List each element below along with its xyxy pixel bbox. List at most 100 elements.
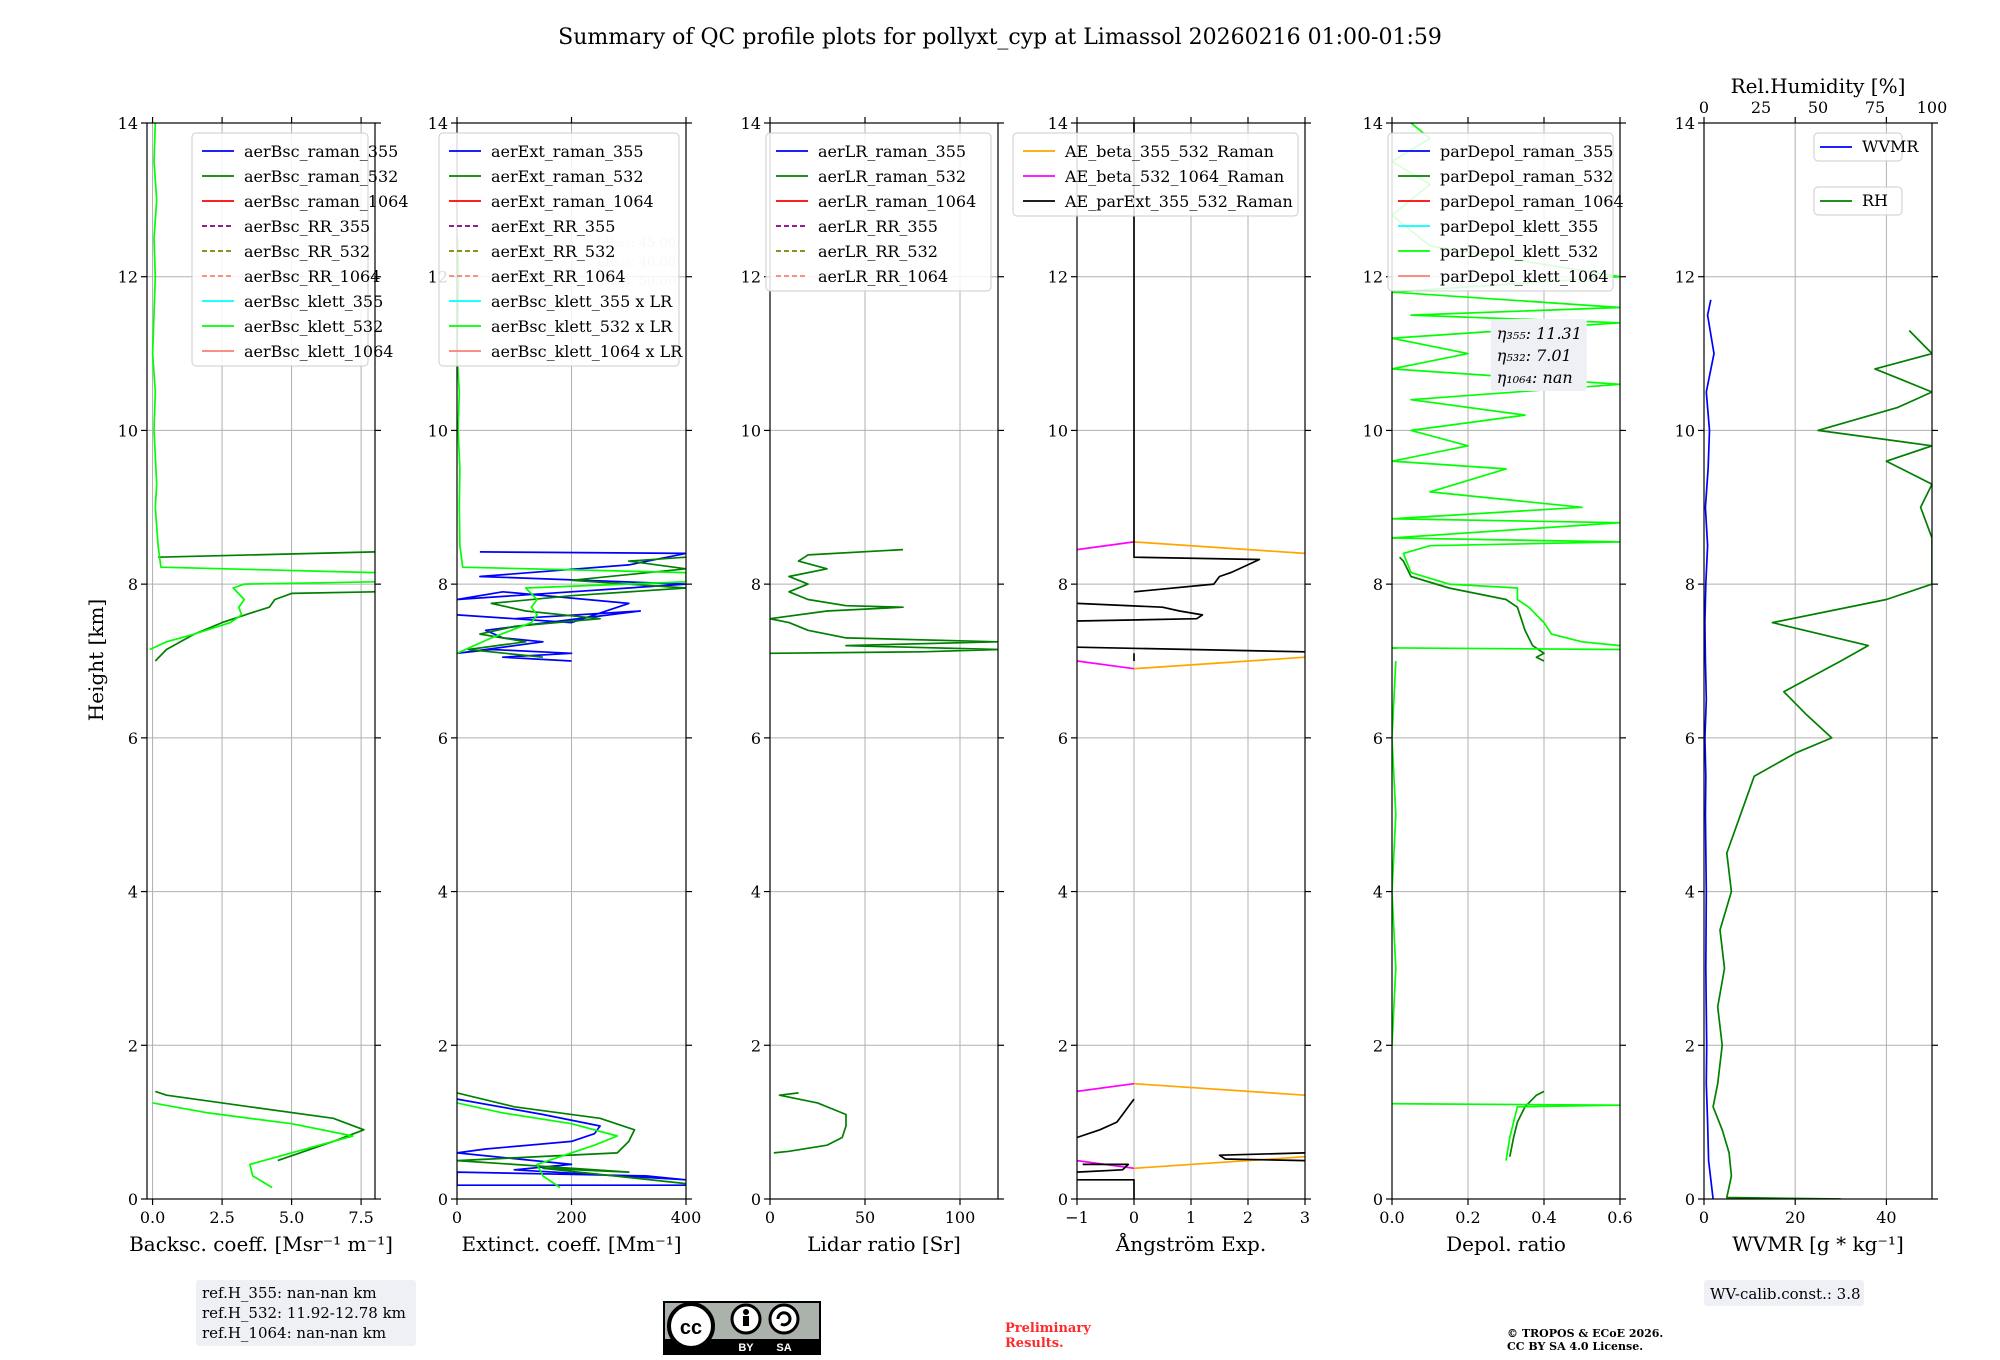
legend-label: parDepol_klett_532	[1440, 242, 1598, 261]
y-tick-label: 6	[1685, 729, 1695, 748]
y-tick-label: 8	[751, 575, 761, 594]
top-x-tick-label: 100	[1917, 98, 1948, 117]
series-RH	[1712, 329, 1932, 1199]
x-axis-label: Extinct. coeff. [Mm⁻¹]	[461, 1232, 681, 1256]
legend-label: aerBsc_klett_1064	[244, 342, 393, 361]
legend-label: aerExt_RR_355	[491, 217, 615, 236]
y-tick-label: 4	[1685, 883, 1695, 902]
top-x-tick-label: 0	[1699, 98, 1709, 117]
legend-label: parDepol_klett_355	[1440, 217, 1598, 236]
series-parDepol_klett_532	[1392, 660, 1397, 1046]
preliminary-line2: Results.	[1005, 1336, 1064, 1351]
series-aerBsc_klett_532	[151, 123, 375, 574]
cc-icon-text: cc	[680, 1317, 702, 1339]
x-tick-label: 7.5	[348, 1208, 373, 1227]
by-person-body	[743, 1316, 749, 1326]
axes-box	[1391, 122, 1621, 1200]
y-tick-label: 12	[1048, 268, 1068, 287]
series-aerBsc_raman_532	[158, 551, 375, 559]
legend-bsc: aerBsc_raman_355 aerBsc_raman_532 aerBsc_r…	[191, 132, 409, 367]
x-tick-label: 0	[1699, 1208, 1709, 1227]
series-AE_parExt_355_532_Raman	[1133, 123, 1261, 593]
y-tick-label: 6	[1058, 729, 1068, 748]
y-tick-label: 12	[118, 268, 138, 287]
series-AE_parExt_355_532_Raman	[1077, 1163, 1130, 1173]
sa-label: SA	[776, 1342, 791, 1354]
x-axis-label: Lidar ratio [Sr]	[807, 1232, 961, 1256]
y-tick-label: 4	[128, 883, 138, 902]
legend-box	[1813, 186, 1903, 216]
legend-label: parDepol_raman_1064	[1440, 192, 1624, 211]
x-axis-label: Backsc. coeff. [Msr⁻¹ m⁻¹]	[129, 1232, 393, 1256]
top-x-axis-label: Rel.Humidity [%]	[1731, 74, 1906, 98]
x-tick-label: 400	[671, 1208, 702, 1227]
wv-calib-box: WV-calib.const.: 3.8	[1704, 1280, 1864, 1306]
series-AE_beta_532_1064_Raman	[1077, 660, 1135, 670]
y-tick-label: 0	[128, 1190, 138, 1209]
axes-frame-lr	[769, 122, 999, 1200]
series-AE_parExt_355_532_Raman	[1218, 1152, 1305, 1162]
legend-label: aerLR_RR_532	[818, 242, 938, 261]
legend-label: aerBsc_raman_355	[244, 142, 398, 161]
x-tick-label: 0.0	[140, 1208, 165, 1227]
legend-label: aerBsc_klett_532 x LR	[491, 317, 673, 336]
y-tick-label: 8	[1373, 575, 1383, 594]
legend-label: aerBsc_RR_532	[244, 242, 370, 261]
series-aerLR_raman_532	[773, 1092, 847, 1154]
panel-depol: 0 2 4 6 8 10 12 14 0.0 0.2 0.4 0.6 Depol. ratio parDe…	[1363, 114, 1633, 1256]
y-tick-label: 0	[1685, 1190, 1695, 1209]
legend-label: aerLR_RR_1064	[818, 267, 948, 286]
y-tick-label: 2	[1685, 1036, 1695, 1055]
wv-calib-text: WV-calib.const.: 3.8	[1710, 1285, 1861, 1303]
legend-box	[1012, 132, 1299, 217]
series-group-bsc	[149, 123, 375, 1189]
y-tick-label: 12	[1675, 268, 1695, 287]
y-tick-label: 8	[128, 575, 138, 594]
legend-label: aerExt_RR_1064	[491, 267, 626, 286]
eta-value: η₅₃₂: 7.01	[1497, 346, 1572, 365]
legend-box	[191, 132, 369, 367]
x-tick-label: 0.0	[1379, 1208, 1404, 1227]
x-axis-label: WVMR [g * kg⁻¹]	[1732, 1232, 1904, 1256]
legend-label: aerBsc_raman_1064	[244, 192, 409, 211]
x-tick-label: 100	[945, 1208, 976, 1227]
x-tick-label: 50	[855, 1208, 875, 1227]
series-AE_beta_355_532_Raman	[1133, 541, 1305, 555]
y-tick-label: 12	[741, 268, 761, 287]
y-tick-label: 14	[1363, 114, 1383, 133]
legend-label: aerLR_raman_355	[818, 142, 966, 161]
y-axis-label: Height [km]	[84, 599, 108, 721]
y-tick-label: 14	[1048, 114, 1068, 133]
legend-label: aerLR_raman_1064	[818, 192, 976, 211]
x-tick-label: 200	[556, 1208, 587, 1227]
x-axis-label: Depol. ratio	[1446, 1232, 1566, 1256]
y-tick-label: 6	[1373, 729, 1383, 748]
y-tick-label: 14	[428, 114, 448, 133]
eta-value: η₁₀₆₄: nan	[1497, 368, 1573, 387]
y-tick-label: 6	[128, 729, 138, 748]
x-tick-label: 0	[1129, 1208, 1139, 1227]
legend-label: aerBsc_RR_355	[244, 217, 370, 236]
y-tick-label: 10	[1675, 421, 1695, 440]
x-tick-label: 0	[452, 1208, 462, 1227]
x-tick-label: 2.5	[209, 1208, 234, 1227]
series-AE_beta_532_1064_Raman	[1077, 1082, 1135, 1093]
y-tick-label: 0	[751, 1190, 761, 1209]
x-tick-label: 2	[1243, 1208, 1253, 1227]
series-group-ae	[1077, 123, 1305, 1199]
legend-label: aerBsc_klett_1064 x LR	[491, 342, 683, 361]
series-AE_parExt_355_532_Raman	[1077, 1178, 1135, 1199]
cc-license-badge: cc BY SA	[663, 1301, 821, 1355]
legend-box	[765, 132, 992, 292]
refh-box: ref.H_355: nan-nan km ref.H_532: 11.92-1…	[196, 1280, 416, 1346]
legend-label: aerLR_raman_532	[818, 167, 966, 186]
cc-icon	[667, 1302, 715, 1350]
x-tick-label: 3	[1300, 1208, 1310, 1227]
legend-label: AE_beta_355_532_Raman	[1064, 142, 1274, 161]
y-tick-label: 0	[1058, 1190, 1068, 1209]
y-tick-label: 0	[438, 1190, 448, 1209]
legend-label: aerBsc_RR_1064	[244, 267, 380, 286]
legend-depol: parDepol_raman_355 parDepol_raman_532 parD…	[1387, 132, 1624, 292]
grid-wv	[1703, 122, 1932, 1200]
y-tick-label: 2	[128, 1036, 138, 1055]
